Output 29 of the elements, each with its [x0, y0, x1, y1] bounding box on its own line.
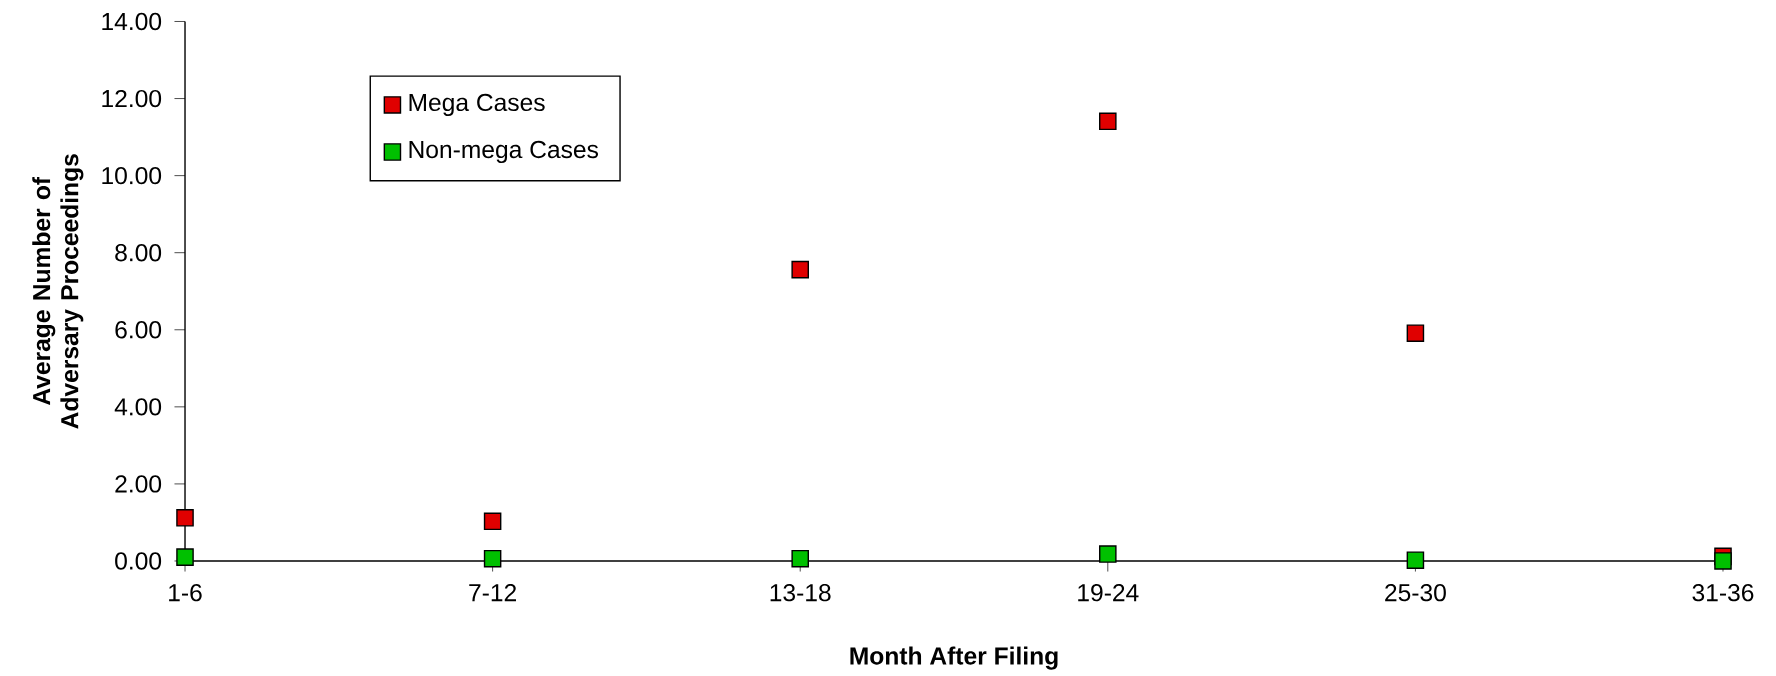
point [483, 512, 502, 531]
y-tick-label: 12.00 [102, 89, 162, 108]
y-tick-label: 8.00 [115, 244, 162, 262]
point [1406, 324, 1425, 343]
y-tick-label: 0.00 [115, 552, 162, 570]
x-tick-label: 13-18 [770, 583, 831, 602]
legend-label: Mega Cases [409, 93, 545, 117]
point [1406, 551, 1425, 570]
y-tick-label: 10.00 [102, 166, 162, 185]
point [791, 260, 809, 279]
x-tick-label: 31-36 [1692, 583, 1754, 602]
x-tick-label: 25-30 [1385, 583, 1446, 602]
y-axis-title: Average Number of Adversary Proceedings [32, 154, 84, 429]
x-axis-title: Month After Filing [850, 646, 1058, 670]
point [483, 549, 502, 568]
y-tick-label: 4.00 [114, 398, 162, 416]
x-tick-label: 7-12 [469, 583, 516, 602]
point [176, 548, 194, 566]
y-tick-label: 2.00 [115, 475, 162, 493]
x-tick-label: 1-6 [169, 583, 202, 602]
point [1714, 552, 1732, 570]
point [176, 509, 194, 527]
y-tick-label: 14.00 [102, 12, 162, 31]
point [791, 549, 809, 568]
x-tick-label: 19-24 [1078, 583, 1139, 602]
legend-label: Non-mega Cases [409, 140, 599, 164]
point [1099, 545, 1117, 563]
y-tick-label: 6.00 [115, 321, 162, 339]
point [1099, 112, 1117, 131]
